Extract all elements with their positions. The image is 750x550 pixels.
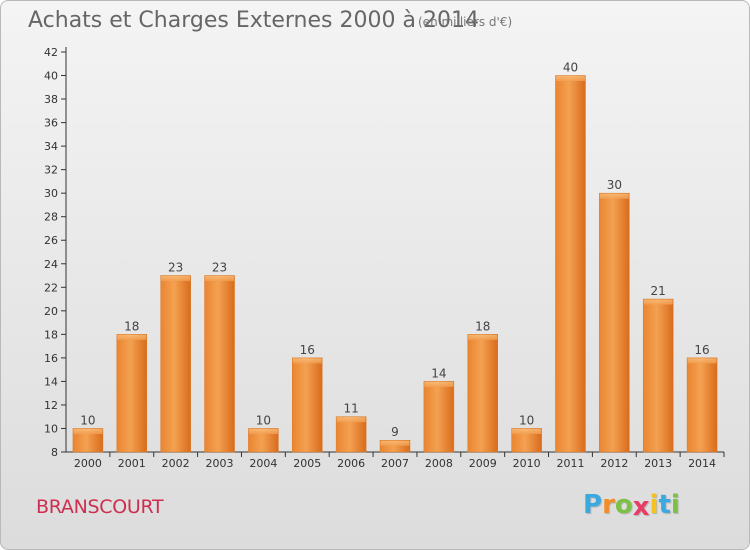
x-axis-tick-label: 2003 — [206, 457, 234, 470]
data-label-2005: 16 — [300, 343, 315, 357]
chart-unit: (en milliers d'€) — [418, 15, 513, 29]
y-axis-tick-label: 28 — [44, 211, 58, 224]
proxiti-logo: Proxiti — [583, 490, 680, 522]
bar-highlight-2005 — [292, 358, 322, 364]
y-axis-tick-label: 24 — [44, 258, 58, 271]
y-axis-tick-label: 40 — [44, 70, 58, 83]
logo-letter-2: o — [614, 490, 633, 520]
bar-2004 — [248, 428, 279, 453]
bar-highlight-2012 — [599, 193, 629, 199]
y-axis-tick-label: 42 — [44, 46, 58, 59]
x-axis-tick-label: 2011 — [556, 457, 584, 470]
bar-2002 — [160, 275, 191, 453]
bar-highlight-2010 — [512, 428, 542, 434]
bar-highlight-2007 — [380, 440, 410, 446]
bar-highlight-2004 — [248, 428, 278, 434]
x-axis-tick-label: 2006 — [337, 457, 365, 470]
y-axis-tick-label: 8 — [51, 446, 58, 459]
bar-highlight-2002 — [161, 276, 191, 282]
y-axis-tick-label: 18 — [44, 328, 58, 341]
data-label-2010: 10 — [519, 413, 534, 427]
bar-highlight-2006 — [336, 417, 366, 423]
y-axis-tick-label: 34 — [44, 140, 58, 153]
y-axis-tick-label: 36 — [44, 117, 58, 130]
bar-highlight-2008 — [424, 381, 454, 387]
x-axis-tick-label: 2001 — [118, 457, 146, 470]
logo-letter-3: x — [632, 492, 650, 522]
bar-2001 — [116, 334, 148, 453]
bar-highlight-2014 — [687, 358, 717, 364]
y-axis-tick-label: 26 — [44, 234, 58, 247]
data-label-2011: 40 — [563, 61, 578, 75]
bar-2014 — [686, 357, 718, 453]
bar-2013 — [642, 298, 674, 453]
data-label-2003: 23 — [212, 261, 227, 275]
bar-2008 — [423, 381, 455, 453]
bar-highlight-2000 — [73, 428, 103, 434]
data-label-2008: 14 — [431, 366, 446, 380]
y-axis-tick-label: 14 — [44, 375, 58, 388]
bar-2005 — [292, 357, 323, 453]
logo-letter-6: i — [670, 490, 680, 520]
y-axis-tick-label: 30 — [44, 187, 58, 200]
labels-layer: 8 10 12 14 16 18 20 22 24 26 28 30 32 34 36 38 40 42 2000 1… — [44, 46, 716, 470]
data-label-2000: 10 — [80, 413, 95, 427]
bar-2012 — [599, 192, 630, 453]
data-label-2013: 21 — [651, 284, 666, 298]
data-label-2009: 18 — [475, 319, 490, 333]
data-label-2012: 30 — [607, 178, 622, 192]
x-axis-tick-label: 2014 — [688, 457, 716, 470]
bar-highlight-2013 — [643, 299, 673, 305]
y-axis-tick-label: 22 — [44, 281, 58, 294]
y-axis-tick-label: 38 — [44, 93, 58, 106]
data-label-2001: 18 — [124, 319, 139, 333]
bar-highlight-2009 — [468, 334, 498, 340]
x-axis-tick-label: 2009 — [469, 457, 497, 470]
x-axis-tick-label: 2008 — [425, 457, 453, 470]
y-axis-tick-label: 16 — [44, 352, 58, 365]
bar-2007 — [379, 439, 411, 453]
bar-2011 — [555, 75, 586, 453]
chart-title: Achats et Charges Externes 2000 à 2014 — [28, 8, 479, 33]
y-axis-tick-label: 10 — [44, 422, 58, 435]
y-axis-tick-label: 32 — [44, 164, 58, 177]
data-label-2002: 23 — [168, 261, 183, 275]
logo-letter-0: P — [583, 490, 603, 520]
x-axis-tick-label: 2012 — [600, 457, 628, 470]
bar-2006 — [335, 416, 367, 453]
bar-highlight-2011 — [555, 76, 585, 82]
x-axis-tick-label: 2005 — [293, 457, 321, 470]
bar-highlight-2001 — [117, 334, 147, 340]
data-label-2004: 10 — [256, 413, 271, 427]
commune-name: BRANSCOURT — [36, 496, 164, 518]
logo-letter-4: i — [649, 490, 659, 520]
bar-2010 — [511, 428, 542, 453]
x-axis-tick-label: 2000 — [74, 457, 102, 470]
data-label-2014: 16 — [694, 343, 709, 357]
bar-2009 — [467, 334, 498, 453]
x-axis-tick-label: 2002 — [162, 457, 190, 470]
logo-letter-1: r — [602, 490, 615, 520]
x-axis-tick-label: 2007 — [381, 457, 409, 470]
bars-layer — [72, 75, 718, 453]
x-axis-tick-label: 2010 — [513, 457, 541, 470]
x-axis-tick-label: 2004 — [249, 457, 277, 470]
bar-2003 — [204, 275, 235, 453]
y-axis-tick-label: 20 — [44, 305, 58, 318]
x-axis-tick-label: 2013 — [644, 457, 672, 470]
bar-highlight-2003 — [205, 276, 235, 282]
data-label-2006: 11 — [343, 402, 358, 416]
logo-letter-5: t — [658, 490, 671, 520]
bar-2000 — [72, 428, 104, 453]
data-label-2007: 9 — [391, 425, 399, 439]
y-axis-tick-label: 12 — [44, 399, 58, 412]
